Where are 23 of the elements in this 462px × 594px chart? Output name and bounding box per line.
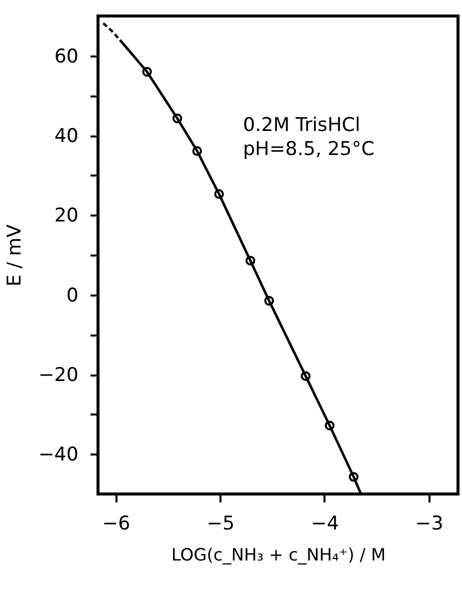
point: [264, 296, 274, 306]
x-tick-label: −3: [415, 512, 444, 534]
x-tick-label: −6: [102, 512, 130, 534]
y-tick-label: 0: [66, 284, 78, 306]
point: [214, 189, 224, 199]
point: [142, 66, 152, 77]
point: [348, 472, 359, 482]
x-axis-title: LOG(c_NH₃ + c_NH₄⁺) / M: [171, 546, 386, 566]
y-tick-label: 20: [54, 204, 78, 227]
annotation: pH=8.5, 25°C: [243, 138, 375, 160]
point: [300, 371, 311, 381]
point: [324, 420, 335, 430]
x-tick-label: −5: [206, 512, 235, 534]
y-tick-label: 60: [54, 45, 78, 68]
annotation: 0.2M TrisHCl: [243, 114, 360, 136]
point: [192, 146, 202, 156]
y-axis-title: E / mV: [3, 224, 26, 286]
x-tick-label: −4: [310, 512, 339, 534]
point: [245, 256, 256, 266]
point: [172, 114, 182, 124]
y-tick-label: 40: [54, 125, 78, 147]
y-tick-label: −40: [38, 444, 78, 466]
y-tick-label: −20: [38, 364, 78, 386]
